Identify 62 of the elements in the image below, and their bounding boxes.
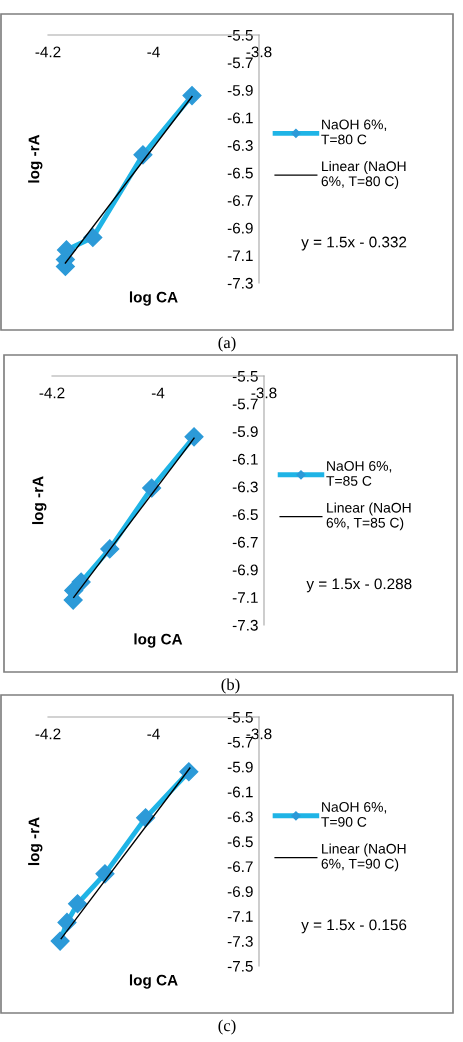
y-tick-label: -6.5 [227,167,253,179]
y-tick-label: -7.3 [232,619,258,631]
y-tick-label: -6.7 [232,536,258,548]
y-tick-label: -6.9 [227,886,253,897]
y-tick-label: -7.3 [227,277,253,289]
x-tick-label: -4.2 [39,387,65,399]
y-axis-title: log -rA [28,134,43,183]
y-tick-label: -6.5 [232,509,258,521]
y-tick-label: -5.9 [227,84,253,96]
y-tick-label: -6.1 [227,112,253,124]
legend-label: Linear (NaOH 6%, T=90 C) [321,843,406,872]
y-tick-label: -6.9 [227,222,253,234]
y-tick-label: -6.1 [227,786,253,798]
y-tick-label: -5.7 [227,57,253,69]
legend-label: NaOH 6%, T=85 C [326,461,392,486]
x-tick-label: -4 [151,387,165,399]
point [68,894,88,914]
y-tick-label: -5.9 [227,761,253,773]
y-tick-label: -5.7 [232,398,258,410]
y-tick-label: -6.3 [232,481,258,493]
y-tick-label: -7.3 [227,935,253,947]
legend-label: NaOH 6%, T=90 C [321,802,387,827]
x-axis-title: log CA [129,291,178,306]
text: (a) [218,336,236,352]
y-tick-label: -5.5 [227,712,253,723]
point [179,762,199,782]
text: (c) [218,1019,236,1035]
text: y = 1.5x - 0.156 [301,919,407,934]
y-tick-label: -7.1 [227,911,253,922]
x-tick-label: -4 [147,46,160,58]
legend-label: Linear (NaOH 6%, T=85 C) [326,502,411,531]
legend-label: NaOH 6%, T=80 C [321,119,387,145]
point [184,427,204,447]
y-axis-title: log -rA [32,476,47,525]
y-tick-label: -6.5 [227,836,253,848]
point [50,931,70,951]
y-tick-label: -6.7 [227,861,253,873]
y-tick-label: -6.3 [227,140,253,151]
y-tick-label: -6.9 [232,564,258,576]
point [182,86,202,106]
x-tick-label: -3.8 [246,46,272,58]
text: (b) [221,678,240,694]
x-tick-label: -4.2 [35,728,61,740]
x-axis-title: log CA [134,633,183,648]
y-tick-label: -6.3 [227,811,253,823]
x-tick-label: -3.8 [251,387,277,399]
y-tick-label: -5.9 [232,426,258,438]
x-axis-title: log CA [129,974,178,989]
legend-label: Linear (NaOH 6%, T=80 C) [321,160,406,189]
text: y = 1.5x - 0.332 [301,236,407,251]
point [83,227,103,248]
y-tick-label: -5.5 [232,371,258,382]
y-axis-title: log -rA [28,817,43,866]
x-tick-label: -4 [147,728,160,740]
text: y = 1.5x - 0.288 [306,578,412,593]
y-tick-label: -5.5 [227,30,253,41]
y-tick-label: -6.7 [227,195,253,207]
y-tick-label: -7.1 [227,250,253,261]
y-tick-label: -7.5 [227,961,253,972]
x-tick-label: -4.2 [35,46,61,58]
y-tick-label: -6.1 [232,453,258,465]
y-tick-label: -7.1 [232,592,258,603]
